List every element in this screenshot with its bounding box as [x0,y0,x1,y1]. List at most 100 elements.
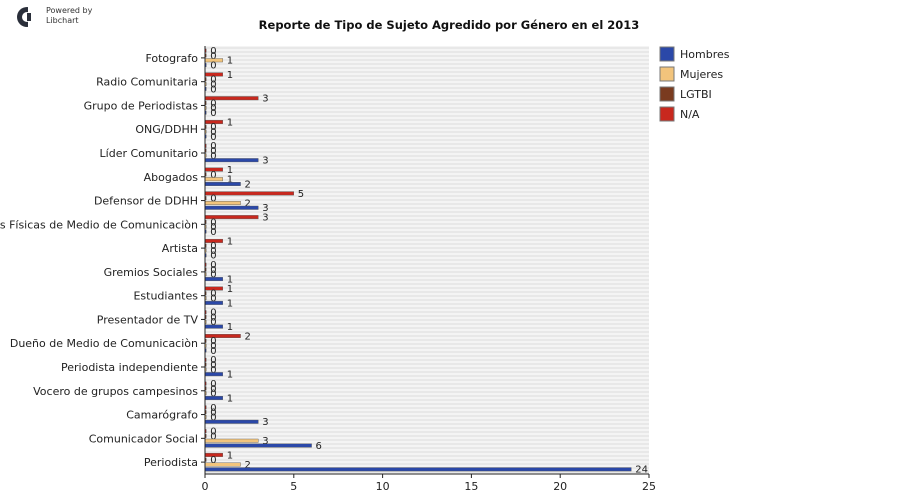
legend: Hombres Mujeres LGTBI N/A [659,46,730,122]
data-label: 0 [210,251,216,262]
x-tick-label: 10 [376,480,390,493]
bar-mujeres [204,201,241,205]
data-label: 1 [227,370,233,381]
data-label: 0 [210,427,216,438]
powered-by-label: Powered by [46,6,93,15]
data-label: 0 [210,103,216,114]
data-label: 1 [227,236,233,247]
bar-hombres [204,419,259,424]
bar-mujeres [204,462,241,467]
chart-title: Reporte de Tipo de Sujeto Agredido por G… [259,18,640,32]
category-label: Artista [162,242,198,255]
data-label: 3 [262,417,268,428]
data-label: 1 [227,165,233,176]
category-label: Defensor de DDHH [94,195,198,208]
gridlines [205,47,649,473]
data-label: 0 [210,246,216,257]
bar-n-a [204,191,295,196]
data-label: 24 [635,465,648,476]
data-label: 0 [210,379,216,390]
data-label: 0 [210,84,216,95]
data-label: 0 [210,222,216,233]
bar-hombres [204,158,259,163]
data-label: 3 [262,213,268,224]
data-label: 0 [210,317,216,328]
data-label: 0 [210,384,216,395]
data-label: 0 [210,132,216,143]
data-label: 0 [210,127,216,138]
category-label: Radio Comunitaria [96,76,198,89]
data-label: 2 [245,460,251,471]
data-label: 0 [210,265,216,276]
data-label: 0 [210,79,216,90]
category-label: Vocero de grupos campesinos [33,385,198,398]
legend-label: Mujeres [680,68,723,81]
category-label: ONG/DDHH [135,123,198,136]
bar-hombres [204,324,223,329]
data-label: 0 [210,403,216,414]
bar-hombres [204,372,223,377]
data-label: 5 [298,189,304,200]
data-label: 0 [210,194,216,205]
data-label: 0 [210,365,216,376]
data-label: 0 [210,360,216,371]
bar-mujeres [204,438,259,443]
data-label: 0 [210,308,216,319]
data-label: 0 [210,170,216,181]
category-label: Dueño de Medio de Comunicaciòn [10,337,198,350]
category-label: Periodista independiente [61,361,198,374]
data-label: 3 [262,156,268,167]
data-label: 0 [210,60,216,71]
category-label: Presentador de TV [97,313,199,326]
data-label: 0 [210,227,216,238]
bar-hombres [204,396,223,400]
x-tick-label: 25 [642,480,656,493]
data-label: 0 [210,341,216,352]
legend-label: N/A [680,108,700,121]
x-tick-label: 20 [553,480,567,493]
category-label: Grupo de Periodistas [84,99,199,112]
data-label: 6 [316,441,322,452]
data-label: 0 [210,260,216,271]
data-label: 0 [210,241,216,252]
data-label: 3 [262,94,268,105]
legend-label: Hombres [680,48,730,61]
data-label: 1 [227,70,233,81]
legend-swatch [659,46,675,62]
data-label: 0 [210,412,216,423]
data-label: 0 [210,75,216,86]
category-label: Comunicador Social [89,432,198,445]
data-label: 2 [245,331,251,342]
category-label: Líder Comunitario [100,147,199,160]
legend-swatch [659,86,675,102]
data-label: 0 [210,293,216,304]
data-label: 0 [210,217,216,228]
data-label: 0 [210,141,216,152]
data-label: 0 [210,122,216,133]
category-label: Periodista [144,456,198,469]
data-label: 0 [210,108,216,119]
data-label: 1 [227,284,233,295]
bar-hombres [204,205,259,210]
data-label: 0 [210,355,216,366]
data-label: 1 [227,117,233,128]
libchart-logo-icon [17,5,40,29]
category-label: Gremios Sociales [104,266,199,279]
category-label: Estudiantes [133,290,198,303]
x-tick-label: 5 [290,480,297,493]
data-label: 0 [210,312,216,323]
category-label: Camarógrafo [126,409,198,422]
data-label: 1 [227,322,233,333]
data-label: 2 [245,179,251,190]
data-label: 0 [210,146,216,157]
legend-label: LGTBI [680,88,712,101]
x-tick-label: 15 [464,480,478,493]
data-label: 0 [210,408,216,419]
bar-hombres [204,300,223,305]
legend-swatch [659,66,675,82]
data-label: 1 [227,274,233,285]
data-label: 0 [210,151,216,162]
bar-hombres [204,182,241,186]
